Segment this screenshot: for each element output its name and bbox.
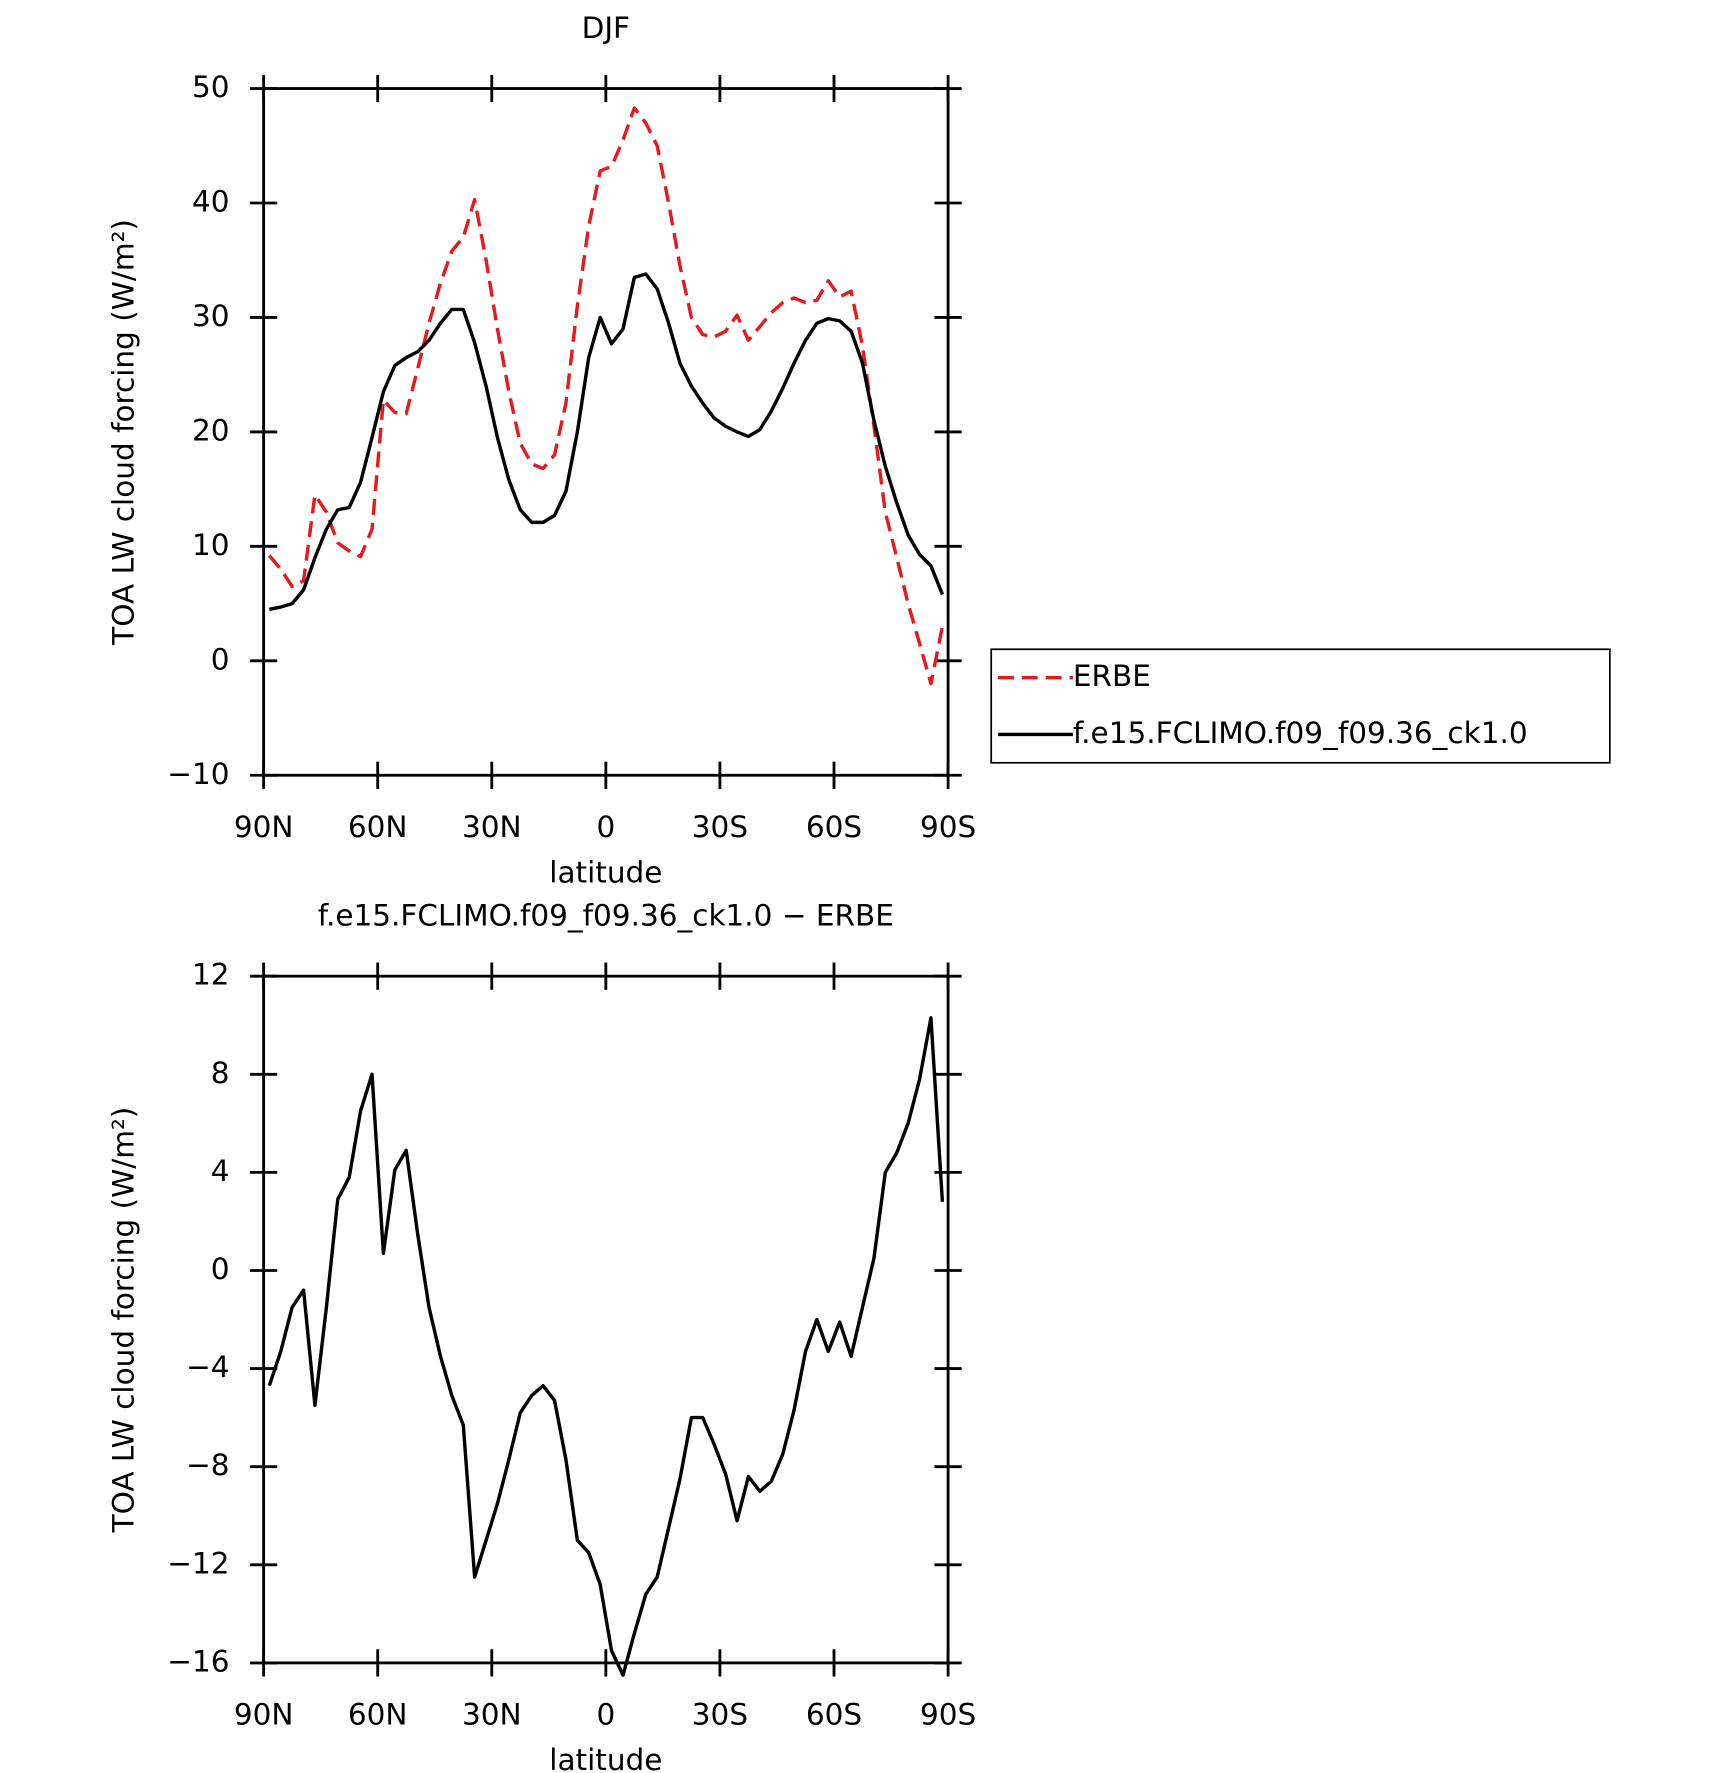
y-axis-label: TOA LW cloud forcing (W/m²) <box>107 219 141 646</box>
chart-title: f.e15.FCLIMO.f09_f09.36_ck1.0 − ERBE <box>318 899 894 933</box>
plot-frame <box>262 87 950 777</box>
legend-label: ERBE <box>1073 659 1151 693</box>
x-axis-label: latitude <box>549 1743 662 1773</box>
y-tick-label: −10 <box>167 757 229 791</box>
legend-label: f.e15.FCLIMO.f09_f09.36_ck1.0 <box>1073 716 1528 750</box>
y-axis-label: TOA LW cloud forcing (W/m²) <box>107 1107 141 1534</box>
y-tick-label: 10 <box>192 528 230 562</box>
y-tick-label: 0 <box>211 1252 230 1286</box>
y-tick-label: 20 <box>192 413 230 447</box>
y-tick-label: 40 <box>192 184 230 218</box>
y-tick-label: −12 <box>167 1546 229 1580</box>
y-tick-label: 0 <box>211 642 230 676</box>
plot-frame <box>262 974 950 1665</box>
data-line <box>267 106 945 686</box>
x-tick-label: 30N <box>462 1698 522 1732</box>
chart-title: DJF <box>582 11 630 45</box>
y-tick-label: 4 <box>211 1154 230 1188</box>
x-tick-label: 30N <box>462 810 522 844</box>
x-axis-label: latitude <box>549 856 662 890</box>
x-tick-label: 90N <box>234 810 294 844</box>
y-tick-label: 50 <box>192 70 230 104</box>
y-tick-label: −8 <box>186 1448 230 1482</box>
data-line <box>267 1016 945 1677</box>
y-tick-label: 30 <box>192 299 230 333</box>
y-tick-label: 8 <box>211 1056 230 1090</box>
x-tick-label: 60N <box>348 1698 408 1732</box>
y-tick-label: −16 <box>167 1644 229 1678</box>
x-tick-label: 60N <box>348 810 408 844</box>
data-line <box>268 272 944 611</box>
x-tick-label: 30S <box>692 1698 748 1732</box>
x-tick-label: 60S <box>806 810 862 844</box>
x-tick-label: 90S <box>920 810 976 844</box>
plot: DJF latitude TOA LW cloud forcing (W/m²) −1… <box>107 11 1611 890</box>
x-tick-label: 90N <box>234 1698 294 1732</box>
plot: f.e15.FCLIMO.f09_f09.36_ck1.0 − ERBE lati… <box>107 899 977 1773</box>
y-tick-label: 12 <box>192 958 230 992</box>
x-tick-label: 30S <box>692 810 748 844</box>
x-tick-label: 90S <box>920 1698 976 1732</box>
x-tick-label: 0 <box>596 810 615 844</box>
x-tick-label: 60S <box>806 1698 862 1732</box>
x-tick-label: 0 <box>596 1698 615 1732</box>
legend-box <box>990 648 1611 764</box>
y-tick-label: −4 <box>186 1350 230 1384</box>
